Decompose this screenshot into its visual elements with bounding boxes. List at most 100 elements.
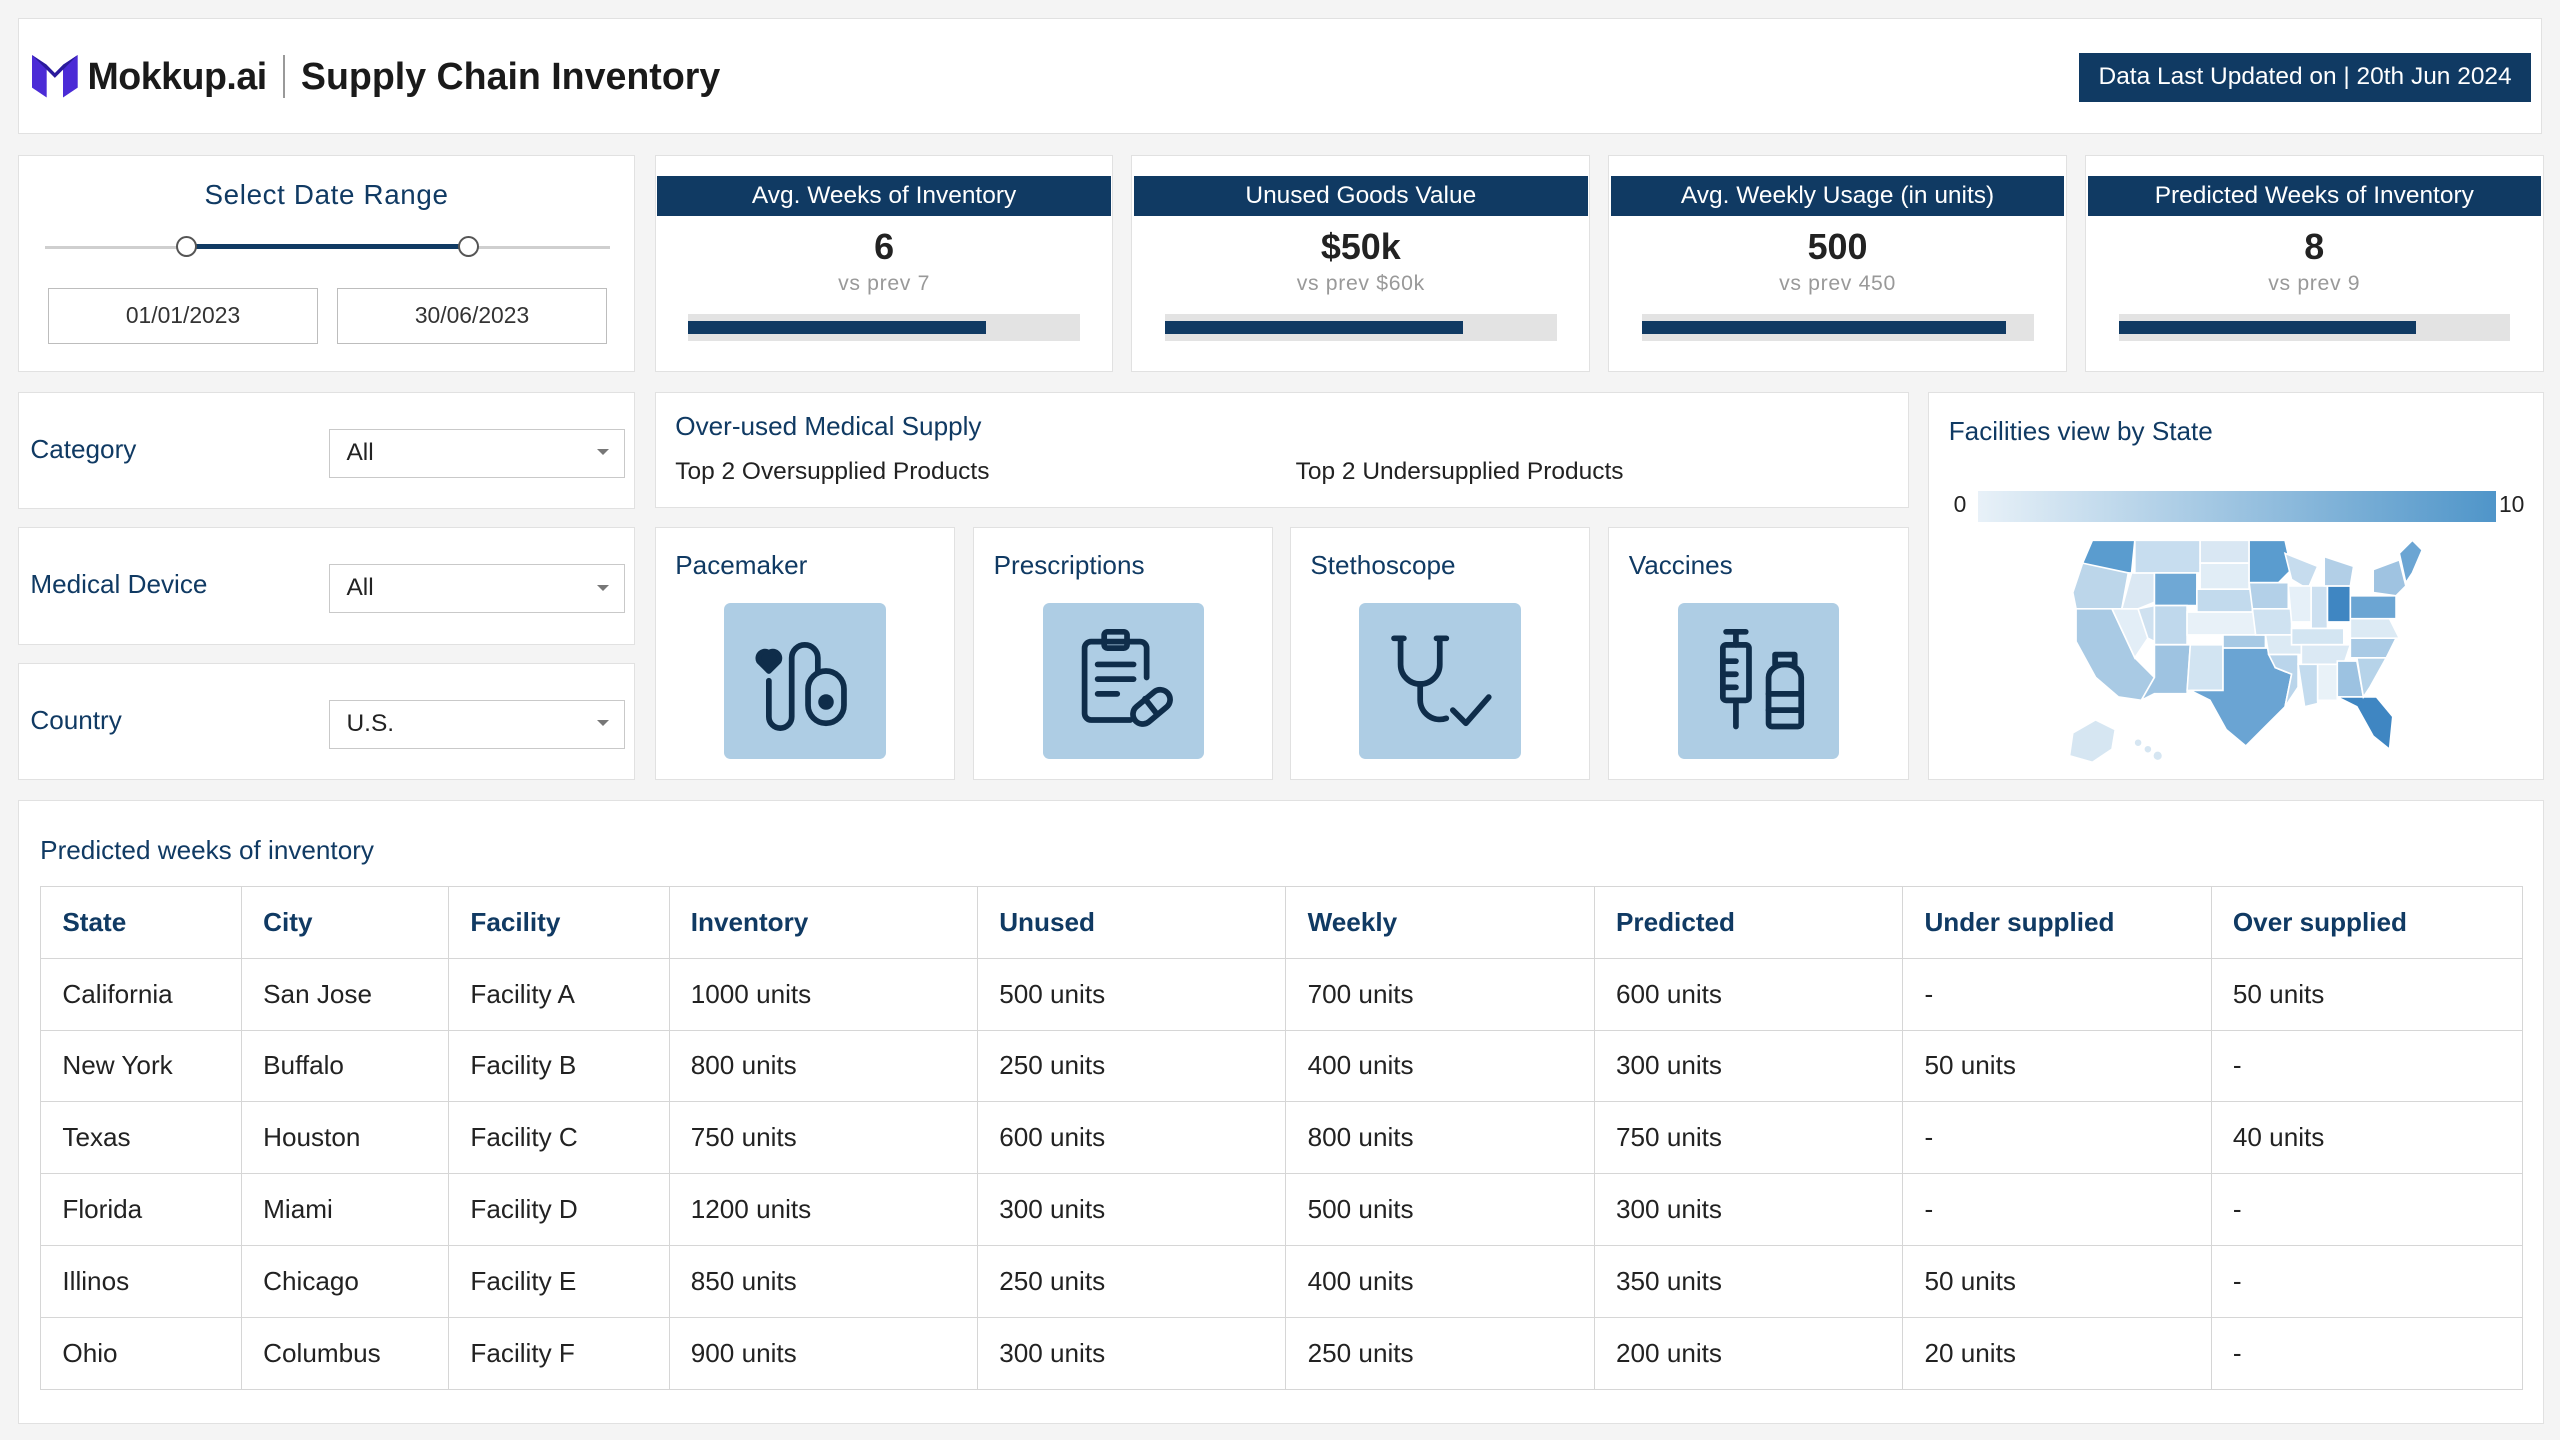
date-slider-start-handle[interactable] [175, 236, 197, 258]
product-card-stethoscope[interactable]: Stethoscope [1289, 527, 1591, 781]
country-dropdown[interactable]: U.S. [329, 699, 625, 749]
kpi-title: Avg. Weeks of Inventory [657, 175, 1111, 217]
header-bar: Mokkup.ai Supply Chain Inventory Data La… [17, 17, 2543, 134]
logo-text: Mokkup.ai [87, 54, 267, 97]
country-value: U.S. [346, 709, 395, 737]
category-filter-card: Category All [17, 391, 636, 510]
table-header-row: State City Facility Inventory Unused Wee… [40, 885, 2524, 959]
table-cell: Chicago [240, 1245, 450, 1318]
table-cell: 400 units [1285, 1029, 1595, 1103]
column-header[interactable]: Weekly [1285, 885, 1595, 959]
table-cell: 750 units [1593, 1101, 1904, 1175]
product-card-pacemaker[interactable]: Pacemaker [654, 527, 956, 781]
table-cell: - [2210, 1316, 2524, 1390]
table-cell: New York [40, 1029, 242, 1103]
date-slider-end-handle[interactable] [458, 236, 480, 258]
date-slider-range [185, 244, 470, 250]
table-cell: Columbus [240, 1316, 450, 1390]
category-label: Category [30, 433, 137, 464]
kpi-progress-fill [1165, 320, 1463, 335]
table-cell: 350 units [1593, 1245, 1904, 1318]
prescription-icon [1042, 603, 1205, 759]
kpi-progress-bar [2118, 314, 2511, 341]
alaska-hawaii-shapes [2068, 718, 2164, 763]
last-updated-badge: Data Last Updated on | 20th Jun 2024 [2078, 53, 2532, 103]
date-range-card: Select Date Range 01/01/2023 30/06/2023 [17, 155, 636, 373]
kpi-card-avg-weeks: Avg. Weeks of Inventory 6 vs prev 7 [654, 155, 1114, 373]
table-cell: 300 units [976, 1316, 1287, 1390]
product-label: Prescriptions [993, 549, 1145, 580]
table-cell: Facility E [448, 1245, 670, 1318]
medical-device-dropdown[interactable]: All [329, 564, 625, 614]
category-dropdown[interactable]: All [329, 428, 625, 478]
overused-title: Over-used Medical Supply [675, 410, 982, 441]
column-header[interactable]: Inventory [668, 885, 978, 959]
column-header[interactable]: Predicted [1593, 885, 1904, 959]
column-header[interactable]: Facility [448, 885, 670, 959]
column-header[interactable]: Under supplied [1902, 885, 2212, 959]
kpi-value: $50k [1320, 226, 1401, 268]
table-row: Texas Houston Facility C 750 units 600 u… [40, 1101, 2524, 1175]
column-header[interactable]: Over supplied [2210, 885, 2524, 959]
kpi-value: 8 [2304, 226, 2325, 268]
kpi-card-weekly-usage: Avg. Weekly Usage (in units) 500 vs prev… [1608, 155, 2067, 373]
table-cell: 600 units [1593, 957, 1904, 1031]
overused-supply-card: Over-used Medical Supply Top 2 Oversuppl… [654, 391, 1909, 508]
facilities-map-card: Facilities view by State 0 10 [1928, 391, 2544, 781]
kpi-progress-fill [688, 320, 987, 335]
table-cell: 250 units [976, 1029, 1287, 1103]
chevron-down-icon [596, 449, 609, 455]
table-row: California San Jose Facility A 1000 unit… [40, 957, 2524, 1031]
table-cell: 250 units [976, 1245, 1287, 1318]
table-cell: 700 units [1285, 957, 1595, 1031]
table-cell: - [1902, 1173, 2212, 1247]
column-header[interactable]: City [240, 885, 450, 959]
table-cell: 1000 units [668, 957, 978, 1031]
chevron-down-icon [596, 720, 609, 726]
start-date-input[interactable]: 01/01/2023 [48, 288, 318, 344]
table-cell: 300 units [1593, 1173, 1904, 1247]
table-cell: - [1902, 1101, 2212, 1175]
us-states-map[interactable] [2063, 537, 2432, 766]
table-cell: 50 units [2210, 957, 2524, 1031]
kpi-previous: vs prev 450 [1779, 272, 1896, 295]
product-card-vaccines[interactable]: Vaccines [1608, 527, 1909, 781]
table-cell: 500 units [976, 957, 1287, 1031]
page-title: Supply Chain Inventory [300, 54, 721, 97]
table-cell: - [2210, 1173, 2524, 1247]
table-cell: Facility D [448, 1173, 670, 1247]
table-cell: Facility F [448, 1316, 670, 1390]
date-range-title: Select Date Range [204, 178, 449, 210]
kpi-previous: vs prev $60k [1296, 272, 1425, 295]
category-value: All [346, 438, 374, 466]
product-label: Stethoscope [1310, 549, 1456, 580]
kpi-progress-fill [2118, 320, 2417, 335]
table-cell: 300 units [1593, 1029, 1904, 1103]
column-header[interactable]: Unused [976, 885, 1287, 959]
top-oversupplied-label: Top 2 Oversupplied Products [675, 458, 990, 486]
product-label: Vaccines [1628, 549, 1733, 580]
table-cell: 800 units [1285, 1101, 1595, 1175]
medical-device-filter-card: Medical Device All [17, 527, 636, 645]
table-cell: San Jose [240, 957, 450, 1031]
map-title: Facilities view by State [1948, 415, 2213, 446]
table-cell: Buffalo [240, 1029, 450, 1103]
table-cell: 800 units [668, 1029, 978, 1103]
table-cell: Houston [240, 1101, 450, 1175]
product-card-prescriptions[interactable]: Prescriptions [973, 527, 1274, 781]
column-header[interactable]: State [40, 885, 242, 959]
logo[interactable]: Mokkup.ai Supply Chain Inventory [32, 55, 720, 98]
table-cell: 500 units [1285, 1173, 1595, 1247]
kpi-card-unused-value: Unused Goods Value $50k vs prev $60k [1131, 155, 1591, 373]
table-cell: Illinos [40, 1245, 242, 1318]
product-label: Pacemaker [675, 549, 808, 580]
kpi-title: Unused Goods Value [1134, 175, 1588, 217]
legend-min-label: 0 [1953, 490, 1967, 517]
end-date-input[interactable]: 30/06/2023 [337, 288, 607, 344]
table-cell: 1200 units [668, 1173, 978, 1247]
table-cell: 250 units [1285, 1316, 1595, 1390]
table-cell: - [2210, 1245, 2524, 1318]
country-filter-card: Country U.S. [17, 662, 636, 781]
table-row: Ohio Columbus Facility F 900 units 300 u… [40, 1316, 2524, 1390]
table-row: Florida Miami Facility D 1200 units 300 … [40, 1173, 2524, 1247]
